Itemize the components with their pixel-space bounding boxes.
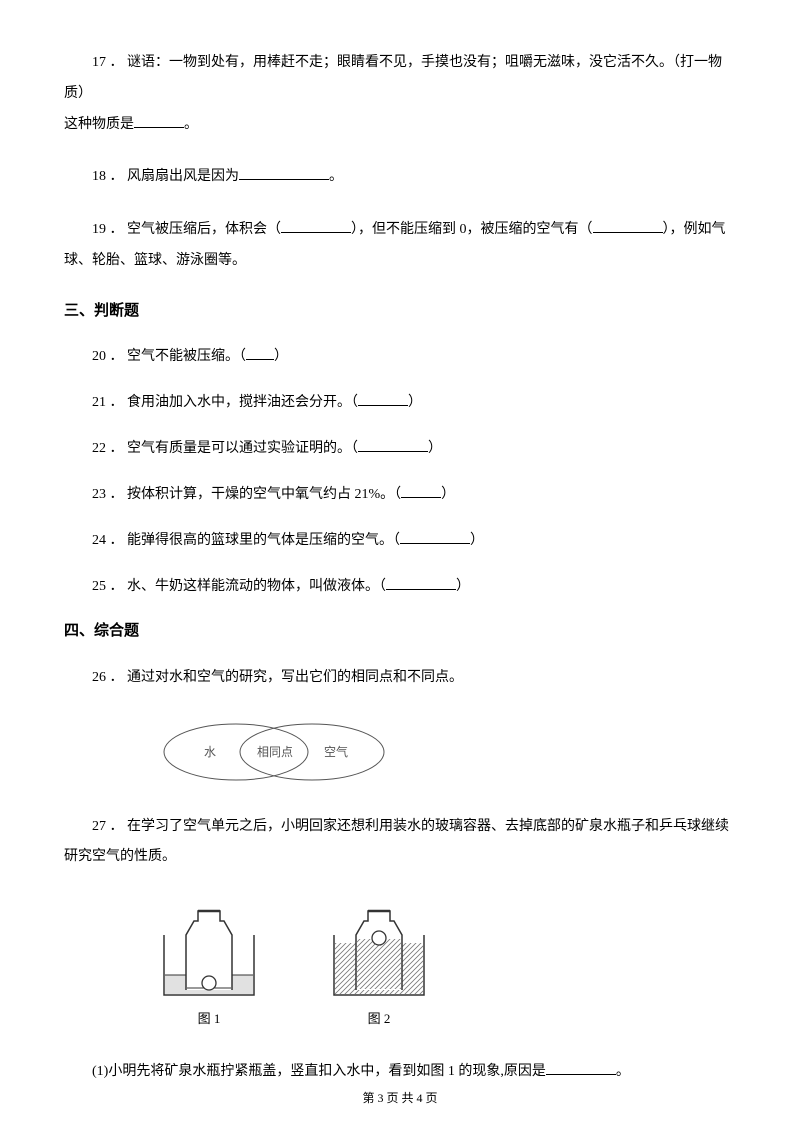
q-tail: 。	[329, 169, 343, 184]
q-text: 空气有质量是可以通过实验证明的。（	[127, 441, 358, 456]
q-num: 27	[92, 819, 106, 834]
q-num: 18	[92, 169, 106, 184]
q-sep: ．	[110, 169, 124, 184]
blank	[134, 114, 184, 128]
q-sep: ．	[110, 487, 124, 502]
question-27-1: (1)小明先将矿泉水瓶拧紧瓶盖，竖直扣入水中，看到如图 1 的现象,原因是 。	[64, 1058, 736, 1086]
q-tail: ）	[470, 533, 484, 548]
q-sep: ．	[110, 819, 124, 834]
q-num: 24	[92, 533, 106, 548]
q-tail: ）	[408, 395, 422, 410]
figure-2: 图 2	[324, 895, 434, 1030]
q-num: 23	[92, 487, 106, 502]
q-tail: ）	[428, 441, 442, 456]
section-3-title: 三、判断题	[64, 299, 736, 323]
figure-1: 图 1	[154, 895, 264, 1030]
question-22: 22 ． 空气有质量是可以通过实验证明的。（ ）	[64, 435, 736, 463]
q-sep: ．	[110, 395, 124, 410]
question-24: 24 ． 能弹得很高的篮球里的气体是压缩的空气。（ ）	[64, 527, 736, 555]
q-sep: ．	[110, 579, 124, 594]
q-text-a: 谜语：一物到处有，用棒赶不走；眼睛看不见，手摸也没有；咀嚼无滋味，没它活不久。（…	[64, 55, 722, 101]
q-text: 食用油加入水中，搅拌油还会分开。（	[127, 395, 358, 410]
q-text: 通过对水和空气的研究，写出它们的相同点和不同点。	[127, 670, 463, 685]
question-21: 21 ． 食用油加入水中，搅拌油还会分开。（ ）	[64, 389, 736, 417]
q-num: 26	[92, 670, 106, 685]
q-num: 17	[92, 55, 106, 70]
venn-left-label: 水	[204, 745, 216, 759]
blank	[386, 576, 456, 590]
q-sep: ．	[110, 349, 124, 364]
sub-prefix: (1)	[92, 1064, 108, 1079]
page-footer: 第 3 页 共 4 页	[0, 1089, 800, 1108]
venn-right-label: 空气	[324, 744, 348, 759]
q-num: 22	[92, 441, 106, 456]
q-text: 风扇扇出风是因为	[127, 169, 239, 184]
q-text: 在学习了空气单元之后，小明回家还想利用装水的玻璃容器、去掉底部的矿泉水瓶子和乒乓…	[64, 819, 729, 865]
q-sep: ．	[110, 533, 124, 548]
q-tail: ）	[456, 579, 470, 594]
blank	[546, 1061, 616, 1075]
blank	[281, 219, 351, 233]
q-text: 能弹得很高的篮球里的气体是压缩的空气。（	[127, 533, 400, 548]
section-4-title: 四、综合题	[64, 619, 736, 643]
sub-tail: 。	[616, 1064, 630, 1079]
sub-text: 小明先将矿泉水瓶拧紧瓶盖，竖直扣入水中，看到如图 1 的现象,原因是	[108, 1064, 546, 1079]
q-text-b: ），但不能压缩到 0，被压缩的空气有（	[351, 222, 593, 237]
question-25: 25 ． 水、牛奶这样能流动的物体，叫做液体。（ ）	[64, 573, 736, 601]
venn-mid-label: 相同点	[257, 745, 293, 759]
q-sep: ．	[110, 441, 124, 456]
question-20: 20 ． 空气不能被压缩。（ ）	[64, 343, 736, 371]
question-18: 18 ． 风扇扇出风是因为 。	[64, 162, 736, 193]
blank	[593, 219, 663, 233]
figure-1-caption: 图 1	[154, 1009, 264, 1030]
q-sep: ．	[110, 222, 124, 237]
q-text-a: 空气被压缩后，体积会（	[127, 222, 281, 237]
q-tail: 。	[184, 117, 198, 132]
q-num: 21	[92, 395, 106, 410]
q-text: 空气不能被压缩。（	[127, 349, 246, 364]
q-num: 19	[92, 222, 106, 237]
question-23: 23 ． 按体积计算，干燥的空气中氧气约占 21%。（ ）	[64, 481, 736, 509]
blank	[246, 346, 274, 360]
q-text: 按体积计算，干燥的空气中氧气约占 21%。（	[127, 487, 401, 502]
blank	[239, 166, 329, 180]
blank	[358, 392, 408, 406]
question-19: 19 ． 空气被压缩后，体积会（），但不能压缩到 0，被压缩的空气有（），例如气…	[64, 215, 736, 277]
q-num: 25	[92, 579, 106, 594]
q-tail: ）	[274, 349, 288, 364]
question-17: 17 ． 谜语：一物到处有，用棒赶不走；眼睛看不见，手摸也没有；咀嚼无滋味，没它…	[64, 48, 736, 140]
q-sep: ．	[110, 670, 124, 685]
q-num: 20	[92, 349, 106, 364]
q-tail: ）	[441, 487, 455, 502]
venn-diagram: 水 相同点 空气	[154, 716, 736, 788]
q-text: 水、牛奶这样能流动的物体，叫做液体。（	[127, 579, 386, 594]
blank	[358, 438, 428, 452]
blank	[401, 484, 441, 498]
q-sep: ．	[110, 55, 124, 70]
figure-2-caption: 图 2	[324, 1009, 434, 1030]
bottle-diagrams: 图 1 图 2	[154, 895, 736, 1030]
blank	[400, 530, 470, 544]
question-27: 27 ． 在学习了空气单元之后，小明回家还想利用装水的玻璃容器、去掉底部的矿泉水…	[64, 812, 736, 874]
question-26: 26 ． 通过对水和空气的研究，写出它们的相同点和不同点。	[64, 663, 736, 694]
q-text-b: 这种物质是	[64, 117, 134, 132]
